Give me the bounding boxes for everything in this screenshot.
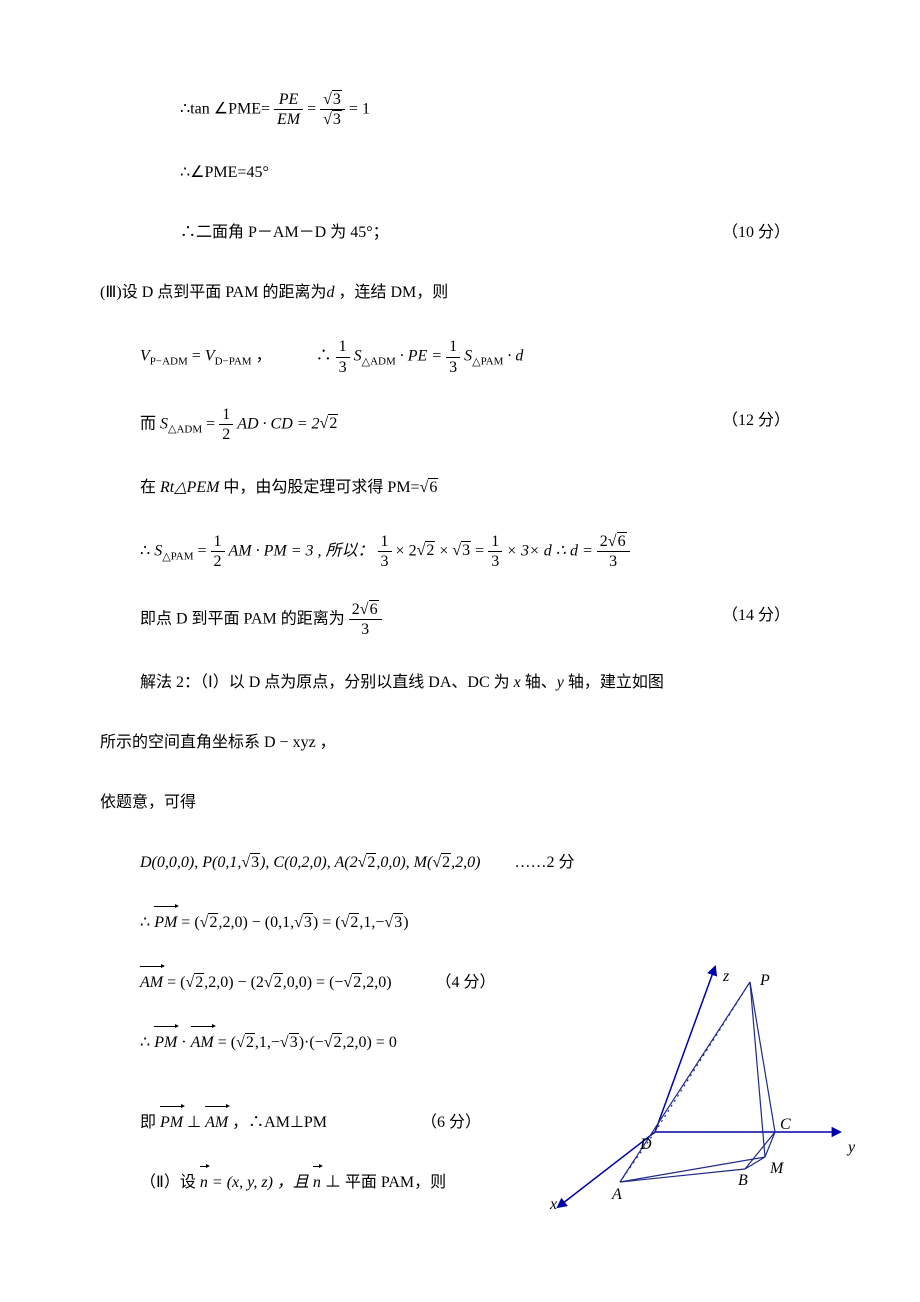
eq-vec-pm: ∴ PM = (2,2,0) − (0,1,3) = (2,1,−3): [100, 907, 580, 939]
eq-tan-pme: ∴tan ∠PME= PEEM = 33 = 1: [100, 90, 820, 129]
svg-text:M: M: [769, 1160, 785, 1177]
svg-text:C: C: [780, 1116, 791, 1133]
text: ∴tan ∠PME=: [180, 100, 270, 117]
score-10: （10 分）: [722, 217, 820, 249]
eq-coords: D(0,0,0), P(0,1,3), C(0,2,0), A(22,0,0),…: [100, 847, 660, 879]
svg-text:D: D: [639, 1136, 652, 1153]
part3-intro: (Ⅲ)设 D 点到平面 PAM 的距离为d ，连结 DM，则: [100, 277, 820, 309]
svg-text:x: x: [549, 1196, 557, 1213]
text-hence: 依题意，可得: [100, 787, 820, 819]
eq-dihedral: ∴二面角 P－AM－D 为 45°； （10 分）: [100, 217, 820, 249]
eq-area-adm: 而 SADM = 12 AD · CD = 22 （12 分）: [100, 405, 820, 444]
svg-text:B: B: [738, 1172, 748, 1189]
part2-normal: （Ⅱ）设 n = (x, y, z) ，且 n ⊥ 平面 PAM，则: [100, 1167, 580, 1199]
eq-angle-45: ∴∠PME=45°: [100, 157, 820, 189]
score-14: （14 分）: [722, 600, 820, 632]
svg-text:P: P: [759, 972, 770, 989]
eq-perp: 即 PM ⊥ AM ，∴AM⊥PM （6 分）: [100, 1107, 580, 1139]
eq-volume: VP−ADM = VD−PAM ， ∴ 13 SADM · PE = 13 SP…: [100, 337, 820, 376]
method2-intro: 解法 2：（Ⅰ）以 D 点为原点，分别以直线 DA、DC 为 x 轴、y 轴，建…: [100, 667, 820, 699]
geometry-diagram: x y z D C B A M P: [540, 957, 860, 1217]
eq-rt-pem: 在 Rt△PEM 中，由勾股定理可求得 PM=6: [100, 472, 820, 504]
svg-text:A: A: [611, 1186, 622, 1203]
method2-cont: 所示的空间直角坐标系 D − xyz ，: [100, 727, 820, 759]
svg-text:y: y: [846, 1139, 856, 1156]
score-6: （6 分）: [331, 1114, 481, 1131]
score-12: （12 分）: [722, 405, 820, 437]
score-2: ……2 分: [484, 854, 574, 871]
svg-text:z: z: [722, 968, 730, 985]
eq-dot: ∴ PM · AM = (2,1,−3)·(−2,2,0) = 0: [100, 1027, 580, 1059]
eq-area-pam: ∴ SPAM = 12 AM · PM = 3 , 所以： 13 × 22 × …: [100, 532, 820, 571]
score-4: （4 分）: [396, 974, 496, 991]
eq-vec-am: AM = (2,2,0) − (22,0,0) = (−2,2,0) （4 分）: [100, 967, 600, 999]
eq-distance: 即点 D 到平面 PAM 的距离为 263 （14 分）: [100, 600, 820, 639]
